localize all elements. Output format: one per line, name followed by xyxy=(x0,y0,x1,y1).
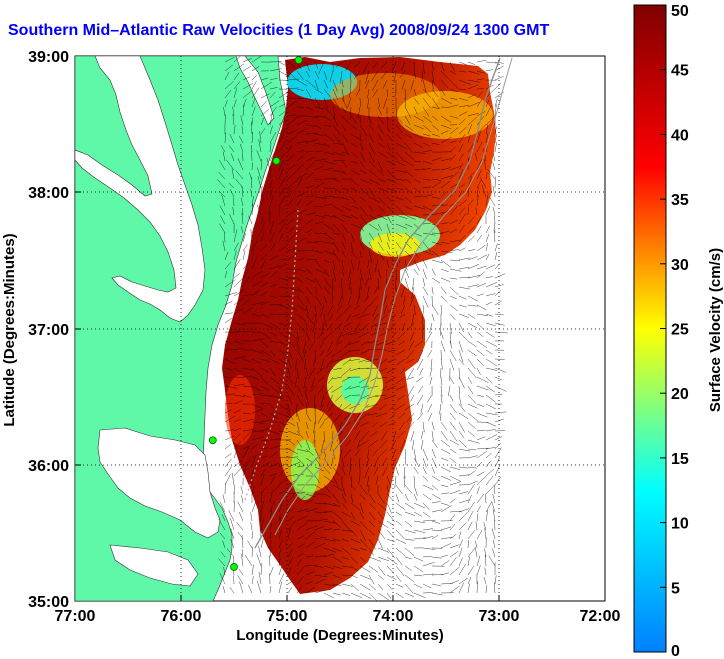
y-tick-label: 37:00 xyxy=(28,322,69,339)
x-tick-label: 73:00 xyxy=(479,608,520,625)
slow-zone-east xyxy=(397,91,493,139)
radar-site-marker xyxy=(230,563,238,571)
colorbar-label: Surface Velocity (cm/s) xyxy=(707,248,724,412)
colorbar-tick-label: 35 xyxy=(671,192,689,209)
radar-site-marker xyxy=(208,436,217,445)
y-tick-label: 39:00 xyxy=(28,49,69,66)
mid-zone-edge xyxy=(370,233,420,257)
colorbar-tick-label: 50 xyxy=(671,3,689,20)
colorbar-tick-label: 15 xyxy=(671,451,689,468)
x-tick-label: 75:00 xyxy=(267,608,308,625)
colorbar-tick-label: 10 xyxy=(671,516,689,533)
x-tick-label: 77:00 xyxy=(55,608,96,625)
radar-site-marker xyxy=(294,56,303,64)
pamlico-sound xyxy=(97,427,221,539)
chesapeake-bay xyxy=(75,56,206,323)
radar-sites xyxy=(208,56,303,571)
bathymetry-contour xyxy=(244,209,299,501)
y-tick-label: 36:00 xyxy=(28,458,69,475)
tick-marks xyxy=(75,191,500,601)
chart-title: Southern Mid–Atlantic Raw Velocities (1 … xyxy=(8,22,550,39)
x-axis-label: Longitude (Degrees:Minutes) xyxy=(236,627,444,644)
colorbar-ticks: 0 5 10 15 20 25 30 35 40 45 50 xyxy=(660,3,689,659)
colorbar-tick-label: 45 xyxy=(671,63,689,80)
colorbar-tick-label: 25 xyxy=(671,322,689,339)
colorbar-tick-label: 5 xyxy=(671,580,680,597)
x-tick-label: 72:00 xyxy=(580,608,621,625)
bathymetry-contour xyxy=(274,57,513,536)
radar-site-marker xyxy=(272,157,281,165)
bathymetry-contour xyxy=(254,57,501,549)
x-tick-label: 76:00 xyxy=(161,608,202,625)
eddy-core xyxy=(341,376,369,404)
colorbar-tick-label: 30 xyxy=(671,257,689,274)
colorbar-tick-label: 40 xyxy=(671,127,689,144)
grid-lines xyxy=(75,56,605,601)
velocity-vectors xyxy=(217,56,508,601)
colorbar-tick-label: 0 xyxy=(671,643,680,659)
y-tick-label: 35:00 xyxy=(28,594,69,611)
y-tick-label: 38:00 xyxy=(28,185,69,202)
x-tick-label: 74:00 xyxy=(373,608,414,625)
y-axis-label: Latitude (Degrees:Minutes) xyxy=(1,233,18,426)
colorbar-tick-label: 20 xyxy=(671,386,689,403)
sound-inlet xyxy=(109,544,199,587)
